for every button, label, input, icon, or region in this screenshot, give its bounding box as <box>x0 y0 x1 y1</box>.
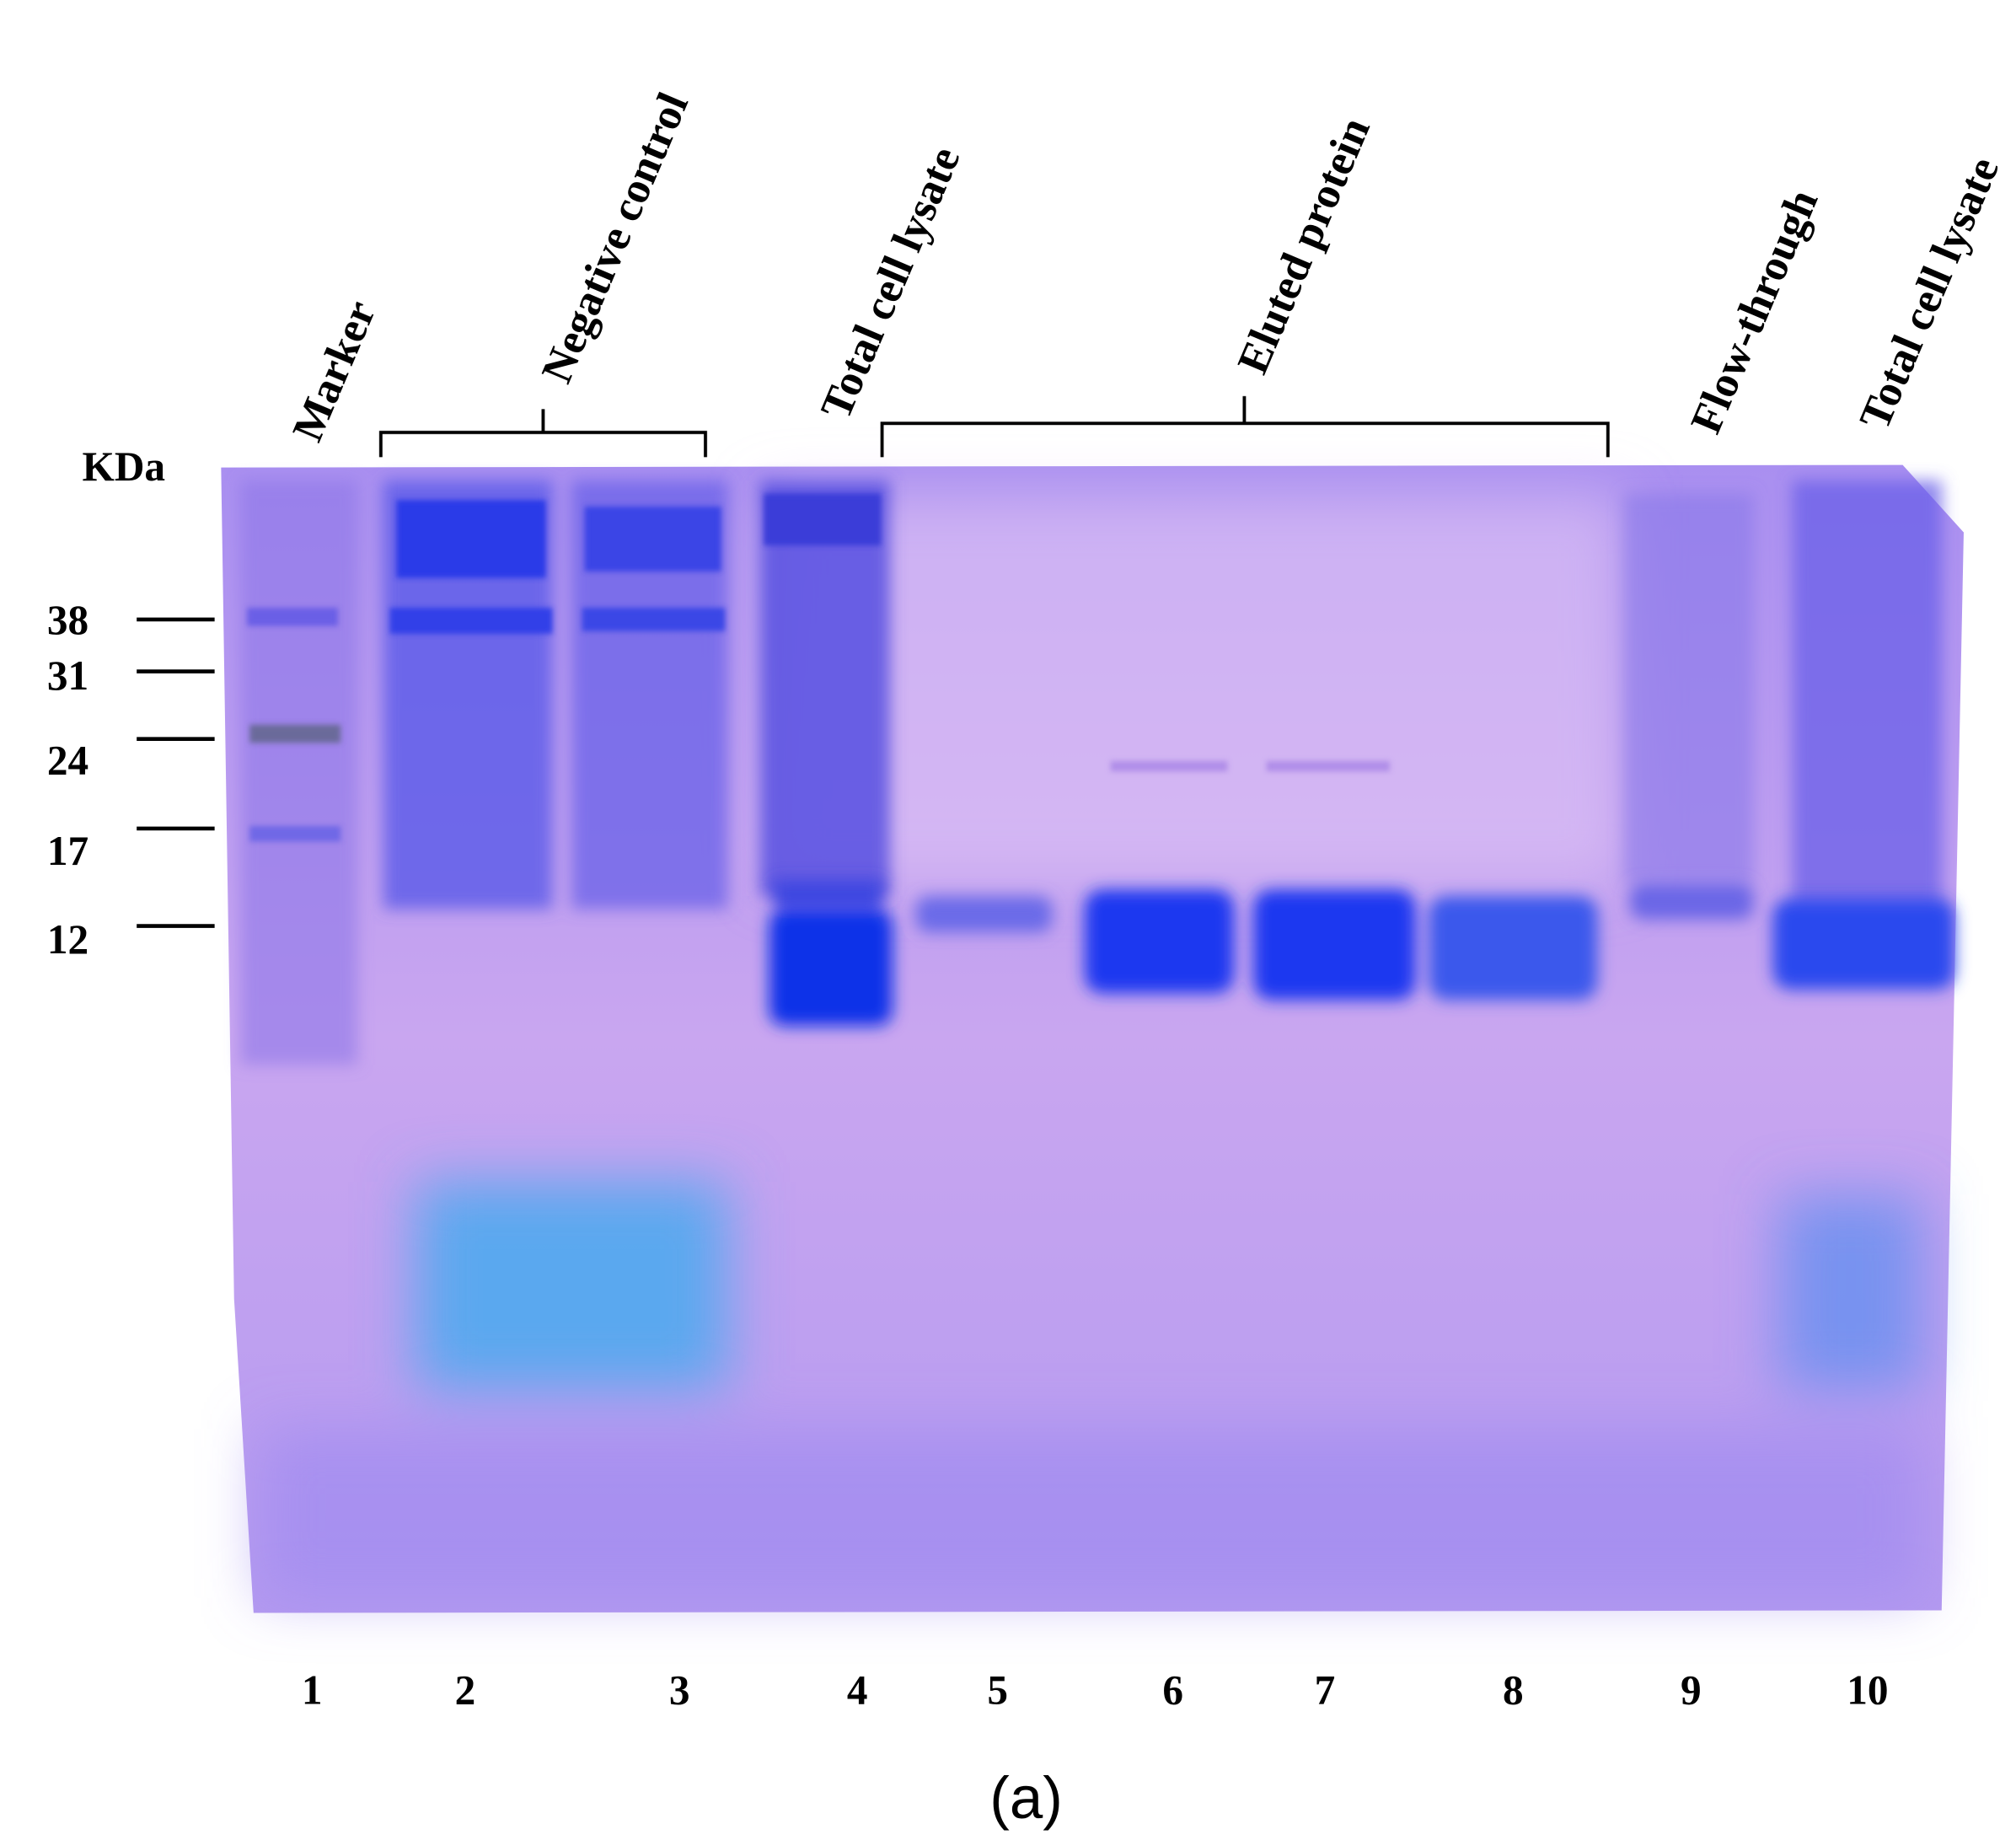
unit-label: KDa <box>82 443 165 490</box>
main-bands <box>769 880 1955 1027</box>
lane-number: 2 <box>455 1666 476 1713</box>
lane-number: 3 <box>669 1666 690 1713</box>
lane-label: Total cell lysate <box>1850 150 2008 437</box>
lane-number: 8 <box>1503 1666 1524 1713</box>
marker-label: 12 <box>47 916 88 963</box>
lane-number: 6 <box>1162 1666 1183 1713</box>
marker-label: 38 <box>47 597 88 643</box>
lane-label: Negative control <box>532 86 698 390</box>
bracket <box>378 409 707 458</box>
marker-label: 17 <box>47 828 88 874</box>
lane-label: Eluted protein <box>1228 110 1380 380</box>
lane-numbers: 1 2 3 4 5 6 7 8 9 10 <box>302 1666 1889 1713</box>
bracket <box>880 395 1610 458</box>
lane-number: 5 <box>987 1666 1008 1713</box>
lane-number: 9 <box>1681 1666 1702 1713</box>
lane-label: Marker <box>283 293 386 448</box>
lane-number: 1 <box>302 1666 323 1713</box>
bands <box>247 493 1390 842</box>
lane-number: 10 <box>1847 1666 1888 1713</box>
marker-ladder: 38 31 24 17 12 <box>47 597 215 963</box>
lane-number: 4 <box>847 1666 868 1713</box>
marker-label: 24 <box>47 737 88 783</box>
gel-shading <box>260 493 1922 1598</box>
lane-number: 7 <box>1315 1666 1336 1713</box>
lane-label: Flow-through <box>1681 183 1828 441</box>
caption: (a) <box>989 1765 1063 1832</box>
marker-label: 31 <box>47 652 88 699</box>
lane-label: Total cell lysate <box>812 140 970 427</box>
